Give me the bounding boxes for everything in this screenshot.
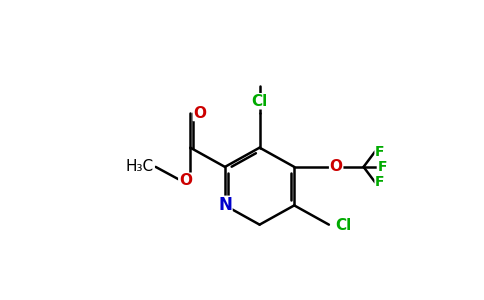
Text: H₃C: H₃C	[126, 159, 154, 174]
Text: F: F	[375, 175, 385, 189]
Text: Cl: Cl	[252, 94, 268, 109]
Text: F: F	[378, 160, 387, 174]
Text: O: O	[330, 159, 343, 174]
Text: O: O	[194, 106, 206, 121]
Text: Cl: Cl	[335, 218, 351, 233]
Text: F: F	[375, 145, 385, 158]
Text: N: N	[218, 196, 232, 214]
Text: O: O	[179, 173, 192, 188]
